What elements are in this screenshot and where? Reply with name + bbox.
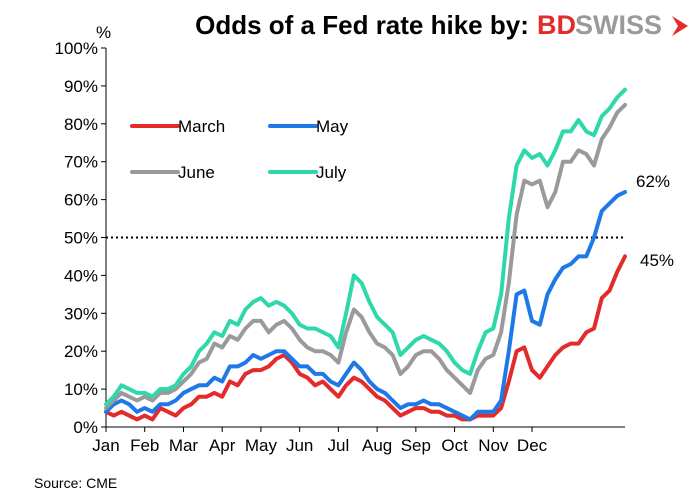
x-tick-label: Nov (478, 436, 509, 455)
logo-arrow-icon (672, 16, 688, 36)
logo-swiss: SWISS (575, 10, 662, 40)
series-line-july (104, 87, 627, 407)
x-tick-label: Feb (130, 436, 159, 455)
annotations: 62% 45% (636, 172, 674, 270)
x-tick-label: May (245, 436, 278, 455)
y-tick-label: 70% (64, 153, 98, 172)
x-tick-label: Mar (169, 436, 199, 455)
y-tick-label: 0% (73, 418, 98, 437)
annotation-may: 62% (636, 172, 670, 191)
x-axis: Jan Feb Mar Apr May Jun Jul Aug Sep Oct Nov Dec (92, 427, 548, 455)
y-tick-label: 90% (64, 77, 98, 96)
legend-label-may: May (316, 117, 349, 136)
y-axis: 0% 10% 20% 30% 40% 50% 60% 70% 80% 90% 100% (55, 39, 106, 437)
y-tick-label: 10% (64, 380, 98, 399)
y-tick-label: 30% (64, 304, 98, 323)
y-axis-unit: % (96, 23, 111, 42)
y-tick-label: 40% (64, 266, 98, 285)
annotation-march: 45% (640, 251, 674, 270)
legend-label-july: July (316, 163, 347, 182)
brand-logo: BD SWISS (537, 10, 688, 40)
legend: March May June July (130, 117, 349, 182)
series-line-june (104, 102, 627, 411)
legend-label-march: March (178, 117, 225, 136)
legend-label-june: June (178, 163, 215, 182)
x-tick-label: Aug (362, 436, 392, 455)
source-note: Source: CME (34, 475, 117, 491)
chart-title: Odds of a Fed rate hike by: (195, 10, 529, 40)
y-tick-label: 60% (64, 191, 98, 210)
x-tick-label: Dec (517, 436, 548, 455)
y-tick-label: 50% (64, 229, 98, 248)
series-lines (104, 87, 627, 422)
x-tick-label: Oct (441, 436, 468, 455)
series-line-may (104, 190, 627, 422)
x-tick-label: Apr (209, 436, 236, 455)
x-tick-label: Sep (401, 436, 431, 455)
logo-bd: BD (537, 10, 576, 40)
x-tick-label: Jul (328, 436, 350, 455)
x-tick-label: Jun (286, 436, 313, 455)
y-tick-label: 20% (64, 342, 98, 361)
y-tick-label: 80% (64, 115, 98, 134)
y-tick-label: 100% (55, 39, 98, 58)
x-tick-label: Jan (92, 436, 119, 455)
series-line-march (104, 254, 627, 422)
